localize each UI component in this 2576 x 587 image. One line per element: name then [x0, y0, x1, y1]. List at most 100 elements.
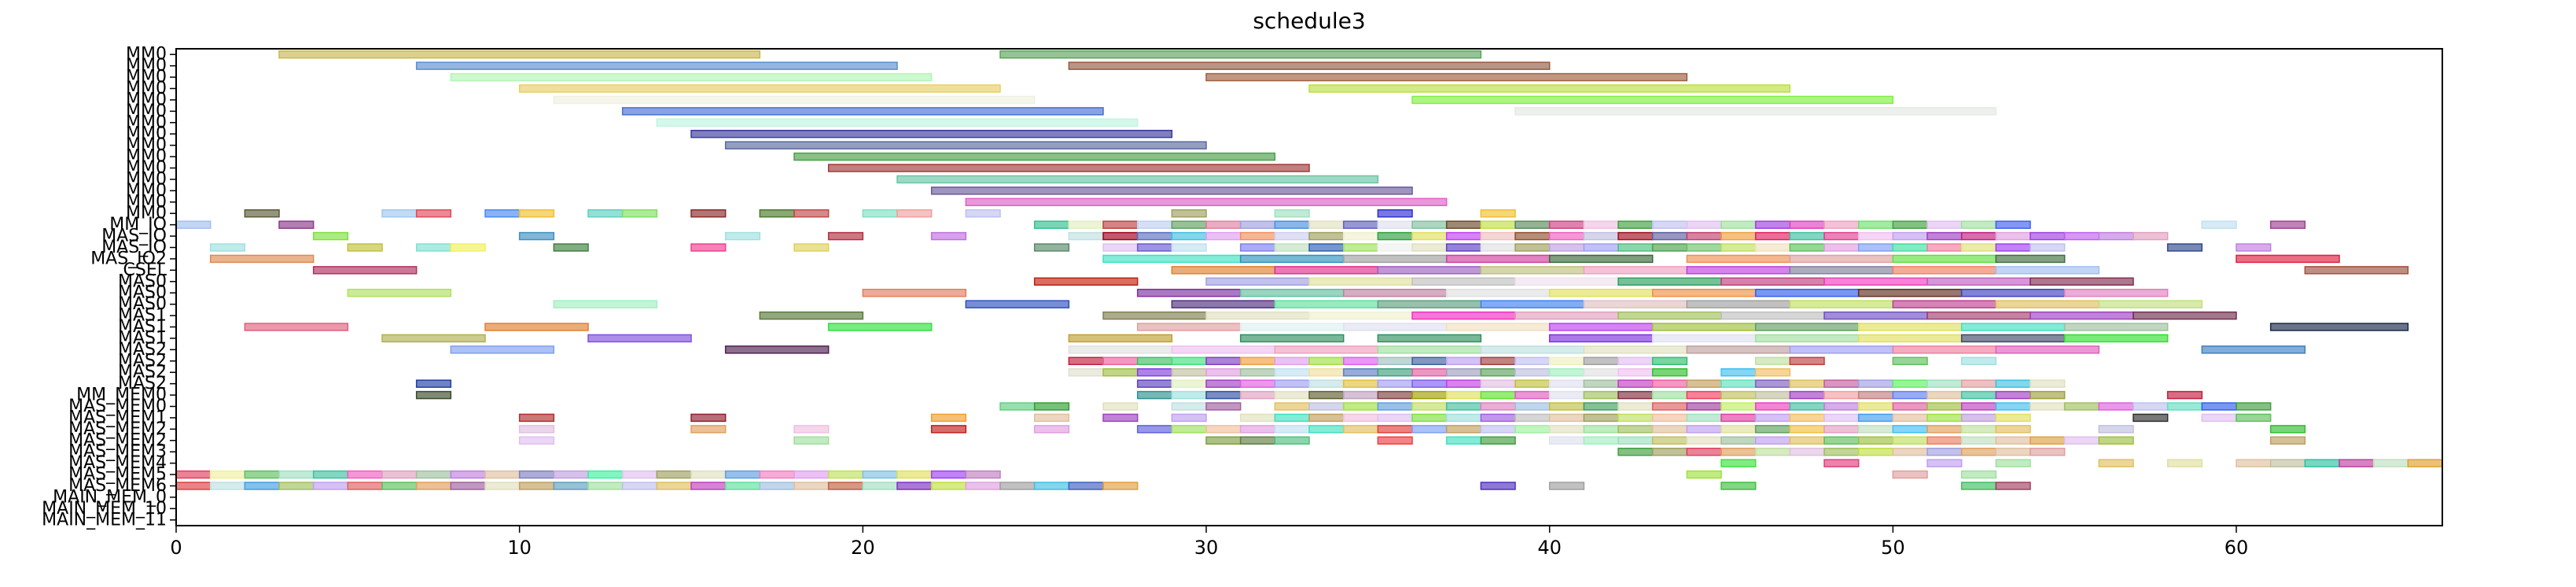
task-bar [2236, 402, 2272, 411]
task-bar [518, 231, 555, 241]
task-bar [1205, 311, 1310, 320]
task-bar [1548, 402, 1585, 411]
task-bar [1411, 367, 1448, 377]
y-tick-label: MAIN_MEM_0 [53, 487, 167, 507]
task-bar [1480, 345, 1585, 354]
task-bar [1102, 356, 1139, 366]
task-bar [1411, 379, 1448, 388]
task-bar [2166, 390, 2203, 400]
task-bar [1789, 266, 1894, 275]
task-bar [690, 425, 727, 434]
task-bar [1995, 379, 2031, 388]
task-bar [1686, 413, 1722, 423]
task-bar [1445, 436, 1482, 445]
task-bar [1171, 209, 1207, 218]
y-axis: MM0MM0MM0MM0MM0MM0MM0MM0MM0MM0MM0MM0MM0M… [42, 45, 176, 530]
x-tick-label: 60 [2225, 537, 2249, 559]
task-bar [381, 209, 418, 218]
task-bar [1789, 231, 1825, 241]
task-bar [930, 470, 967, 479]
task-bar [2030, 390, 2066, 400]
task-bar [2063, 436, 2100, 445]
y-tick-label: MM0 [126, 56, 167, 76]
y-tick-label: MM0 [126, 169, 167, 189]
task-bar [381, 334, 486, 343]
task-bar [2030, 277, 2134, 286]
task-bar [1995, 402, 2031, 411]
task-bar [2030, 231, 2066, 241]
task-bar [1754, 413, 1791, 423]
task-bar [1960, 243, 1997, 252]
task-bar [1892, 390, 1928, 400]
task-bar [1136, 390, 1173, 400]
task-bar [1686, 220, 1722, 229]
task-bar [2166, 402, 2203, 411]
task-bar [553, 482, 589, 490]
task-bar [209, 482, 246, 490]
y-tick-label: MAS_IO [101, 238, 167, 257]
task-bar [1377, 436, 1413, 445]
task-bar [2236, 413, 2272, 423]
task-bar [1583, 367, 1619, 377]
task-bar [1411, 413, 1448, 423]
task-bar [1960, 470, 1997, 479]
task-bar [759, 311, 864, 320]
task-bar [1617, 390, 1654, 400]
task-bar [450, 470, 486, 479]
task-bar [1308, 367, 1345, 377]
task-bar [1960, 402, 1997, 411]
task-bar [1995, 390, 2031, 400]
task-bar [1445, 323, 1551, 331]
task-bar [1342, 402, 1379, 411]
task-bar [1377, 390, 1413, 400]
task-bar [1995, 243, 2031, 252]
task-bar [518, 482, 555, 490]
y-tick-label: MAS0 [118, 283, 167, 303]
task-bar [1892, 266, 1997, 275]
task-bar [415, 379, 452, 388]
task-bar [1583, 379, 1619, 388]
y-tick-label: MM0 [126, 181, 167, 201]
task-bar [1377, 231, 1413, 241]
task-bar [690, 413, 727, 423]
y-tick-label: MAS_MEM3 [68, 442, 167, 462]
task-bar [1617, 243, 1654, 252]
task-bar [1651, 356, 1688, 366]
task-bar [1377, 266, 1482, 275]
task-bar [381, 482, 418, 490]
task-bar [2063, 288, 2169, 297]
task-bar [1445, 220, 1482, 229]
task-bar [1651, 447, 1688, 456]
task-bar [1411, 425, 1448, 434]
task-bar [587, 470, 624, 479]
task-bar [1995, 425, 2031, 434]
task-bar [1857, 334, 1963, 343]
task-bar [1102, 402, 1139, 411]
task-bar [1102, 254, 1242, 264]
task-bar [1583, 390, 1619, 400]
task-bar [1377, 345, 1482, 354]
task-bar [1583, 425, 1619, 434]
task-bar [2304, 266, 2409, 275]
task-bar [1720, 231, 1757, 241]
task-bar [2030, 447, 2066, 456]
task-bar [965, 300, 1070, 308]
task-bar [1720, 482, 1757, 490]
task-bar [1171, 413, 1207, 423]
task-bar [415, 209, 452, 218]
task-bar [1583, 266, 1688, 275]
task-bar [1995, 459, 2031, 467]
task-bar [1926, 459, 1963, 467]
task-bar [1308, 231, 1345, 241]
task-bar [1102, 231, 1139, 241]
task-bar [1617, 379, 1654, 388]
task-bar [1205, 231, 1242, 241]
task-bar [1377, 402, 1413, 411]
task-bar [1583, 243, 1619, 252]
task-bar [1789, 402, 1825, 411]
task-bar [1548, 254, 1654, 264]
task-bar [1892, 447, 1928, 456]
task-bar [1480, 390, 1516, 400]
task-bar [1136, 231, 1173, 241]
task-bar [1617, 220, 1654, 229]
